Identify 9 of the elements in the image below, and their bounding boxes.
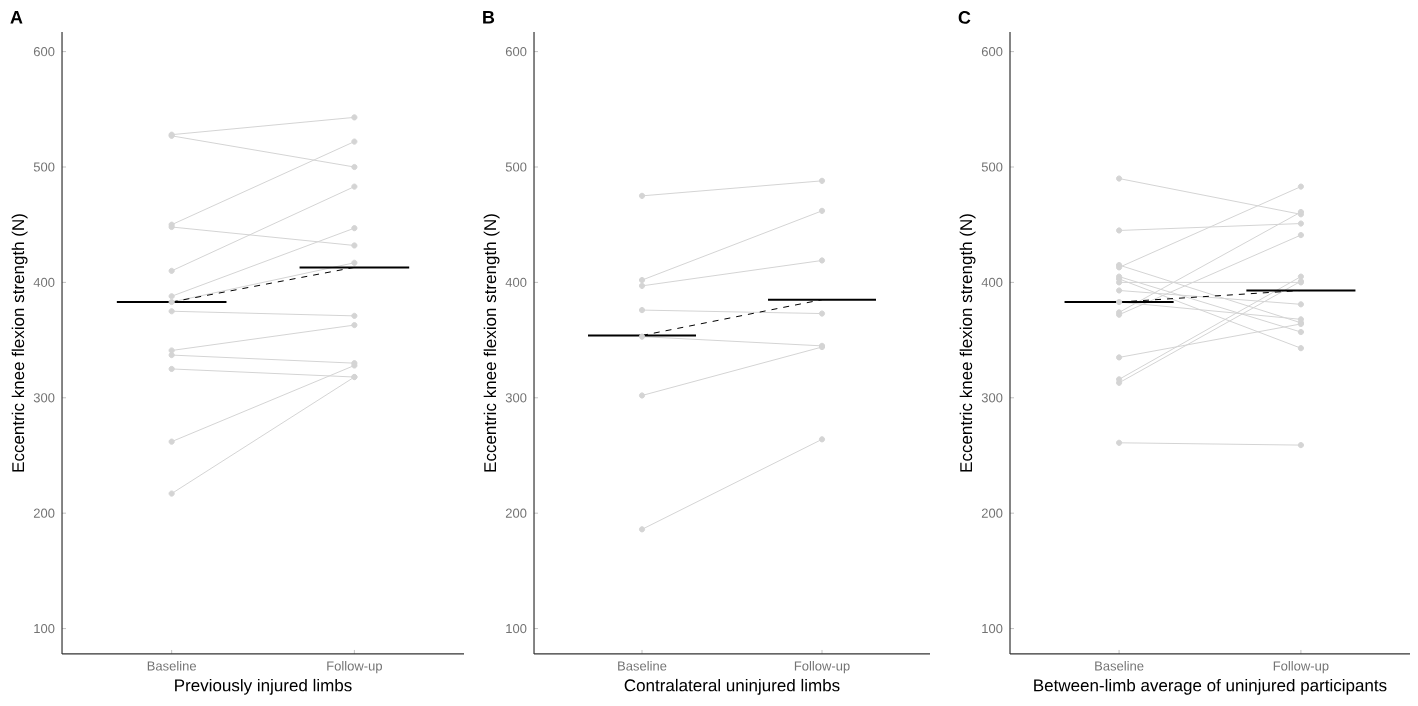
y-axis-title: Eccentric knee flexion strength (N) bbox=[959, 214, 976, 472]
x-axis-title: Contralateral uninjured limbs bbox=[624, 678, 840, 695]
x-axis-title: Previously injured limbs bbox=[175, 678, 352, 695]
y-axis-title: Eccentric knee flexion strength (N) bbox=[11, 214, 28, 472]
chart-title: B bbox=[483, 11, 495, 24]
chart-title: C bbox=[958, 11, 971, 24]
y-axis-title: Eccentric knee flexion strength (N) bbox=[483, 214, 500, 472]
chart-title: A bbox=[10, 11, 23, 24]
x-axis-title: Between-limb average of uninjured participants bbox=[1034, 678, 1387, 695]
